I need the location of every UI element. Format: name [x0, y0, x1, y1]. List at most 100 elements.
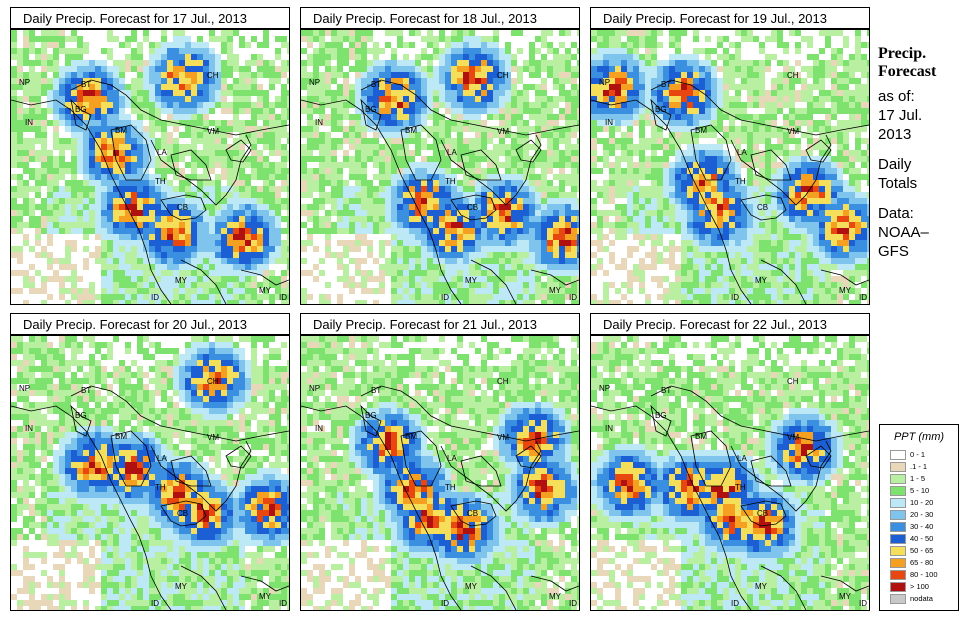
- asof-date: 17 Jul.: [878, 107, 923, 124]
- legend-title: PPT (mm): [893, 431, 945, 443]
- legend-swatch: [890, 582, 906, 592]
- country-label: BM: [405, 126, 417, 135]
- country-label: MY: [259, 286, 272, 295]
- country-label: BM: [405, 432, 417, 441]
- country-label: ID: [441, 293, 449, 302]
- country-label: MY: [755, 276, 768, 285]
- country-label: ID: [279, 599, 287, 608]
- country-label: IN: [605, 118, 613, 127]
- country-label: NP: [599, 384, 610, 393]
- precip-map: NP BT BG IN BM CH VM LA TH CB MY ID MY ID: [300, 335, 580, 611]
- legend-label: 65 - 80: [910, 558, 934, 567]
- country-label: BG: [75, 411, 87, 420]
- country-label: VM: [787, 127, 799, 136]
- country-label: CB: [757, 509, 768, 518]
- legend-label: 40 - 50: [910, 534, 934, 543]
- country-label: IN: [25, 424, 33, 433]
- country-label: MY: [839, 286, 852, 295]
- data-label: Data:: [878, 205, 914, 222]
- country-label: NP: [19, 384, 30, 393]
- legend-label: 50 - 65: [910, 546, 934, 555]
- country-label: LA: [737, 148, 747, 157]
- country-label: LA: [737, 454, 747, 463]
- country-label: VM: [207, 433, 219, 442]
- country-label: ID: [731, 599, 739, 608]
- country-label: NP: [599, 78, 610, 87]
- legend-swatch: [890, 594, 906, 604]
- country-label: NP: [309, 384, 320, 393]
- legend-swatch: [890, 486, 906, 496]
- country-label: ID: [569, 293, 577, 302]
- country-label: BT: [661, 386, 671, 395]
- precip-map: NP BT BG IN BM CH VM LA TH CB MY ID MY ID: [10, 335, 290, 611]
- country-label: LA: [447, 148, 457, 157]
- country-label: TH: [445, 177, 456, 186]
- legend-label: 1 - 5: [910, 474, 926, 483]
- panel-title: Daily Precip. Forecast for 19 Jul., 2013: [590, 7, 870, 29]
- country-label: CH: [207, 377, 219, 386]
- forecast-info: Precip. Forecast as of: 17 Jul. 2013 Dai…: [878, 45, 963, 261]
- country-label: CB: [177, 203, 188, 212]
- country-label: ID: [151, 293, 159, 302]
- country-label: BG: [655, 105, 667, 114]
- country-label: LA: [157, 454, 167, 463]
- country-label: NP: [19, 78, 30, 87]
- precip-legend: PPT (mm) 0 - 1 .1 - 1 1 - 5 5 - 10 10 - 20 20…: [879, 424, 959, 611]
- country-label: CB: [757, 203, 768, 212]
- country-label: ID: [859, 599, 867, 608]
- daily-label: Daily: [878, 156, 912, 173]
- country-label: TH: [155, 483, 166, 492]
- legend-swatch: [890, 498, 906, 508]
- country-label: VM: [497, 433, 509, 442]
- country-label: VM: [207, 127, 219, 136]
- country-label: ID: [859, 293, 867, 302]
- country-label: BM: [695, 126, 707, 135]
- country-label: ID: [151, 599, 159, 608]
- country-label: MY: [549, 286, 562, 295]
- legend-label: .1 - 1: [910, 462, 928, 471]
- precip-map: NP BT BG IN BM CH VM LA TH CB MY ID MY ID: [590, 335, 870, 611]
- country-label: NP: [309, 78, 320, 87]
- legend-label: 30 - 40: [910, 522, 934, 531]
- legend-swatch: [890, 450, 906, 460]
- country-label: IN: [25, 118, 33, 127]
- legend-swatch: [890, 534, 906, 544]
- totals-label: Totals: [878, 175, 918, 192]
- country-label: BT: [81, 80, 91, 89]
- legend-swatch: [890, 558, 906, 568]
- panel-title: Daily Precip. Forecast for 18 Jul., 2013: [300, 7, 580, 29]
- country-label: MY: [175, 582, 188, 591]
- country-label: CH: [787, 377, 799, 386]
- country-label: CB: [177, 509, 188, 518]
- country-label: IN: [315, 424, 323, 433]
- country-label: BT: [661, 80, 671, 89]
- country-label: BM: [115, 126, 127, 135]
- legend-label: 20 - 30: [910, 510, 934, 519]
- info-title-line2: Forecast: [878, 63, 937, 80]
- country-label: MY: [465, 276, 478, 285]
- legend-label: 80 - 100: [910, 570, 938, 579]
- country-label: BM: [115, 432, 127, 441]
- country-label: IN: [315, 118, 323, 127]
- legend-swatch: [890, 570, 906, 580]
- country-label: ID: [279, 293, 287, 302]
- country-label: VM: [787, 433, 799, 442]
- country-label: TH: [155, 177, 166, 186]
- country-label: MY: [175, 276, 188, 285]
- country-label: MY: [259, 592, 272, 601]
- precip-map: NP BT BG IN BM CH VM LA TH CB MY ID MY ID: [300, 29, 580, 305]
- asof-label: as of:: [878, 88, 915, 105]
- country-label: TH: [735, 177, 746, 186]
- country-label: MY: [465, 582, 478, 591]
- legend-swatch: [890, 510, 906, 520]
- legend-swatch: [890, 546, 906, 556]
- asof-year: 2013: [878, 126, 912, 143]
- country-label: BG: [75, 105, 87, 114]
- country-label: BT: [371, 386, 381, 395]
- precip-map: NP BT BG IN BM CH VM LA TH CB MY ID MY ID: [590, 29, 870, 305]
- panel-title: Daily Precip. Forecast for 22 Jul., 2013: [590, 313, 870, 335]
- country-label: CH: [497, 71, 509, 80]
- country-label: LA: [157, 148, 167, 157]
- country-label: TH: [735, 483, 746, 492]
- legend-label: nodata: [910, 594, 933, 603]
